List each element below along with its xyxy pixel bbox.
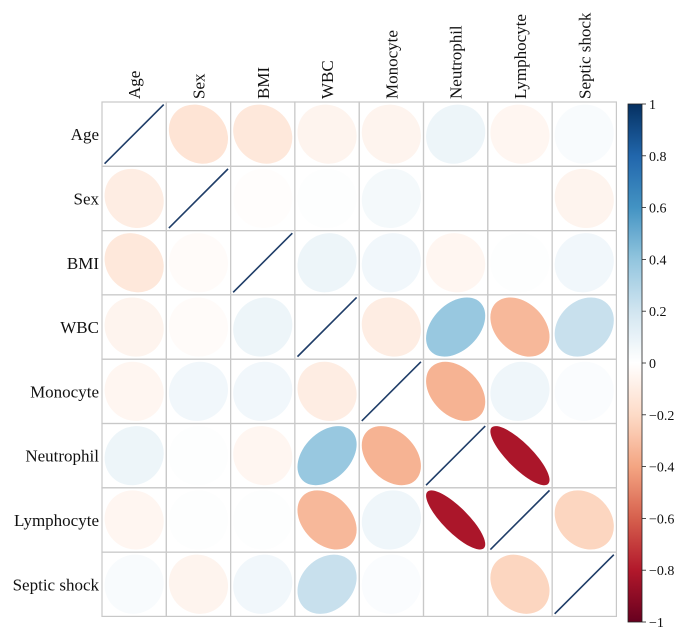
ellipse-lymphocyte-bmi [233, 490, 293, 550]
colorbar-tick-label: 0.4 [649, 253, 667, 268]
colorbar-tick-label: 0.6 [649, 202, 667, 217]
ellipse-bmi-wbc [297, 233, 357, 293]
ellipse-wbc-sex [168, 297, 229, 357]
column-label: Sex [189, 73, 208, 99]
ellipse-lymphocyte-septic-shock [554, 490, 614, 550]
ellipse-septic-shock-age [104, 554, 164, 614]
column-label: WBC [318, 60, 337, 99]
diagonal-line-monocyte [361, 361, 422, 422]
column-labels: Age Sex BMI WBC Monocyte Neutrophil Lymphocyte… [125, 12, 594, 99]
ellipse-neutrophil-septic-shock [554, 426, 614, 486]
ellipse-monocyte-neutrophil [426, 361, 486, 421]
grid-cell [551, 551, 617, 617]
ellipse-wbc-age [104, 297, 164, 357]
ellipse-wbc-monocyte [361, 297, 421, 357]
ellipse-bmi-neutrophil [426, 233, 486, 293]
row-label: WBC [60, 318, 99, 337]
ellipse-sex-monocyte [361, 168, 421, 229]
ellipse-lymphocyte-age [104, 490, 164, 550]
row-label: Age [71, 125, 99, 144]
row-label: Monocyte [30, 382, 99, 401]
diagonal-line-bmi [232, 232, 293, 293]
colorbar-tick-label: −0.2 [649, 409, 674, 424]
ellipse-monocyte-sex [168, 361, 229, 421]
ellipse-septic-shock-wbc [297, 554, 357, 614]
diagonal-line-septic-shock [554, 554, 615, 615]
row-label: Sex [74, 189, 100, 208]
ellipse-sex-age [104, 168, 164, 229]
row-label: Septic shock [13, 575, 100, 594]
ellipse-lymphocyte-monocyte [361, 490, 421, 550]
ellipse-lymphocyte-wbc [297, 490, 357, 550]
colorbar-tick-label: −0.6 [649, 512, 674, 527]
ellipse-monocyte-lymphocyte [490, 361, 550, 421]
column-label: Septic shock [575, 12, 594, 99]
diagonal-line-wbc [296, 296, 358, 358]
colorbar-tick-label: −1 [649, 616, 664, 627]
ellipse-bmi-sex [168, 233, 229, 293]
ellipse-sex-wbc [297, 168, 357, 229]
diagonal-line-neutrophil [425, 425, 486, 486]
ellipse-monocyte-age [104, 361, 164, 421]
ellipse-wbc-lymphocyte [490, 297, 550, 357]
row-label: BMI [67, 254, 99, 273]
column-label: Monocyte [382, 30, 401, 99]
ellipse-wbc-neutrophil [426, 297, 486, 357]
ellipse-neutrophil-bmi [233, 426, 293, 486]
row-label: Neutrophil [25, 447, 99, 466]
colorbar-tick-label: −0.4 [649, 461, 674, 476]
ellipse-sex-neutrophil [426, 168, 486, 229]
ellipse-neutrophil-sex [168, 426, 229, 486]
ellipse-lymphocyte-sex [168, 490, 229, 550]
column-label: Age [125, 71, 144, 99]
ellipse-septic-shock-neutrophil [426, 554, 486, 614]
ellipse-sex-bmi [233, 168, 293, 229]
colorbar-tick-label: 0 [649, 357, 656, 372]
row-labels: Age Sex BMI WBC Monocyte Neutrophil Lymphocyte… [13, 125, 100, 594]
ellipse-age-septic-shock [554, 104, 614, 164]
ellipse-monocyte-wbc [297, 361, 357, 421]
colorbar-tick-label: 1 [649, 98, 656, 113]
colorbar-tick-label: 0.2 [649, 305, 667, 320]
ellipse-age-monocyte [361, 104, 421, 164]
ellipse-septic-shock-monocyte [361, 554, 421, 614]
ellipse-neutrophil-age [104, 426, 164, 486]
correlation-marks [104, 104, 615, 615]
column-label: Neutrophil [447, 25, 466, 99]
ellipse-wbc-septic-shock [554, 297, 614, 357]
colorbar-tick-label: 0.8 [649, 150, 667, 165]
ellipse-neutrophil-lymphocyte [490, 426, 550, 486]
ellipse-neutrophil-monocyte [361, 426, 421, 486]
ellipse-septic-shock-lymphocyte [490, 554, 550, 614]
ellipse-monocyte-bmi [233, 361, 293, 421]
colorbar: 1 0.8 0.6 0.4 0.2 0 −0.2 −0.4 −0.6 −0.8 −1 [627, 98, 674, 627]
ellipse-age-sex [168, 104, 229, 164]
diagonal-line-lymphocyte [489, 489, 551, 551]
ellipse-sex-lymphocyte [490, 168, 550, 229]
ellipse-monocyte-septic-shock [554, 361, 614, 421]
ellipse-bmi-age [104, 233, 164, 293]
ellipse-age-neutrophil [426, 104, 486, 164]
ellipse-septic-shock-sex [168, 554, 229, 614]
ellipse-age-wbc [297, 104, 357, 164]
column-label: BMI [254, 67, 273, 99]
ellipse-bmi-septic-shock [554, 233, 614, 293]
ellipse-age-lymphocyte [490, 104, 550, 164]
ellipse-age-bmi [233, 104, 293, 164]
row-label: Lymphocyte [14, 511, 99, 530]
diagonal-line-age [104, 104, 165, 165]
colorbar-gradient [627, 103, 643, 623]
ellipse-sex-septic-shock [554, 168, 614, 229]
ellipse-bmi-lymphocyte [490, 233, 550, 293]
colorbar-tick-label: −0.8 [649, 564, 674, 579]
ellipse-wbc-bmi [233, 297, 293, 357]
grid [101, 101, 617, 617]
ellipse-neutrophil-wbc [297, 426, 357, 486]
ellipse-bmi-monocyte [361, 233, 421, 293]
ellipse-septic-shock-bmi [233, 554, 293, 614]
diagonal-line-sex [168, 168, 229, 229]
column-label: Lymphocyte [511, 14, 530, 99]
ellipse-lymphocyte-neutrophil [426, 490, 486, 550]
